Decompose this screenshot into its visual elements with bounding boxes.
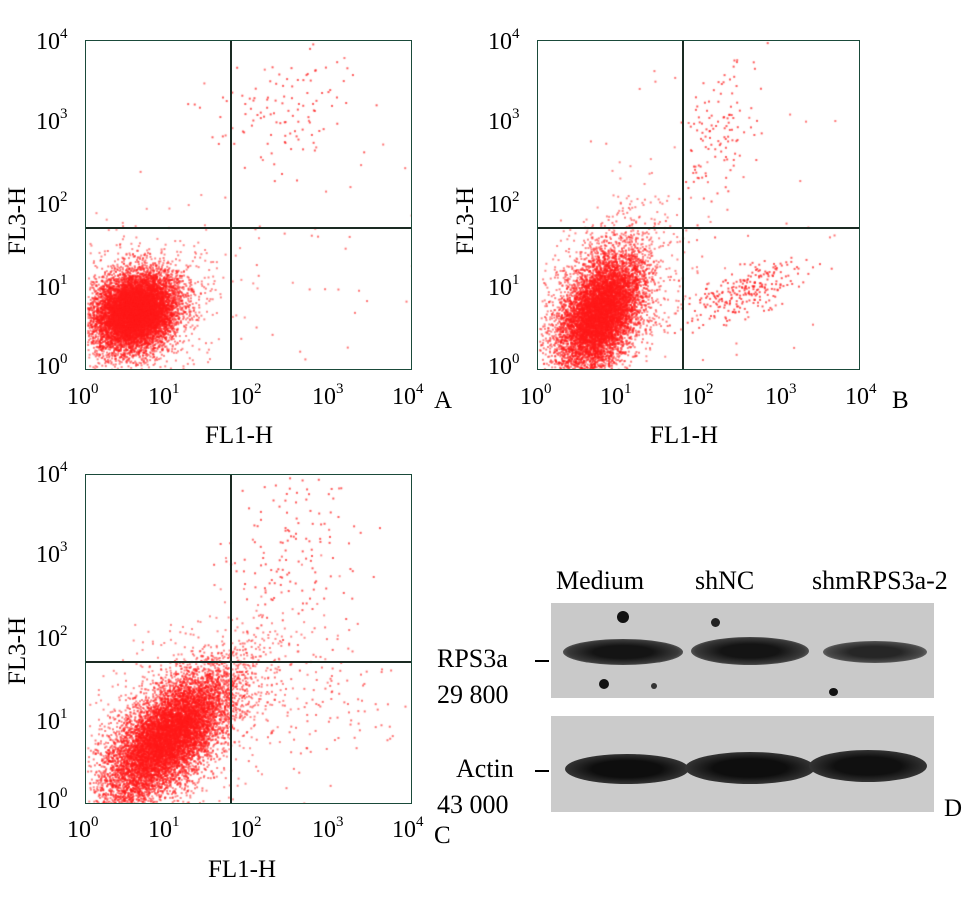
x-tick-c-0: 100 [67,814,99,843]
y-tick-b-1: 101 [488,272,520,301]
band-actin-shnc [685,752,815,784]
blot-strip-rps3a [551,603,934,698]
y-tick-a-4: 104 [36,26,68,55]
blot-strip-actin [551,716,934,812]
marker-dash-actin [535,770,549,772]
y-tick-c-2: 102 [36,623,68,652]
x-tick-c-3: 103 [312,814,344,843]
lane-label-medium: Medium [556,566,645,595]
x-tick-c-4: 104 [392,814,424,843]
x-tick-a-4: 104 [392,381,424,410]
scatter-plot-c [85,474,412,804]
quadrant-vline-a [230,41,232,369]
band-rps3a-shnc [691,637,809,665]
panel-letter-b: B [892,387,909,414]
y-tick-a-3: 103 [36,106,68,135]
blot-speck [599,679,609,689]
y-axis-label-a: FL3-H [4,186,31,255]
quadrant-vline-b [682,41,684,369]
scatter-plot-a [85,40,412,370]
x-tick-b-0: 100 [520,381,552,410]
lane-label-shnc: shNC [695,566,755,595]
x-tick-b-2: 102 [682,381,714,410]
y-tick-b-2: 102 [488,189,520,218]
x-tick-c-1: 101 [148,814,180,843]
panel-letter-a: A [434,387,453,414]
y-tick-a-2: 102 [36,189,68,218]
x-axis-label-a: FL1-H [205,422,274,449]
scatter-points-c [86,475,411,803]
band-actin-medium [565,754,689,784]
x-tick-a-3: 103 [312,381,344,410]
y-tick-c-1: 101 [36,706,68,735]
marker-name-actin: Actin [456,754,514,783]
band-actin-shmrps3a-2 [809,750,927,782]
scatter-plot-b [537,40,860,370]
lane-label-shmrps3a-2: shmRPS3a-2 [812,566,948,595]
x-tick-a-2: 102 [230,381,262,410]
quadrant-hline-a [86,227,411,229]
quadrant-hline-c [86,661,411,663]
x-tick-a-1: 101 [148,381,180,410]
y-tick-b-0: 100 [488,351,520,380]
y-tick-b-3: 103 [488,106,520,135]
x-axis-label-b: FL1-H [650,422,719,449]
y-tick-a-0: 100 [36,351,68,380]
y-axis-label-b: FL3-H [452,186,479,255]
quadrant-vline-c [230,475,232,803]
y-axis-label-c: FL3-H [4,616,31,685]
scatter-points-b [538,41,859,369]
y-tick-c-0: 100 [36,785,68,814]
panel-letter-d: D [944,795,963,822]
y-tick-c-4: 104 [36,459,68,488]
x-tick-b-1: 101 [600,381,632,410]
x-tick-b-3: 103 [765,381,797,410]
marker-dash-rps3a [535,660,549,662]
x-tick-a-0: 100 [67,381,99,410]
scatter-points-a [86,41,411,369]
band-rps3a-shmrps3a-2 [823,641,927,663]
blot-speck [711,618,720,627]
y-tick-b-4: 104 [488,26,520,55]
blot-speck [617,611,629,623]
x-tick-c-2: 102 [230,814,262,843]
quadrant-hline-b [538,227,859,229]
marker-name-rps3a: RPS3a [437,644,508,673]
band-rps3a-medium [563,639,683,665]
y-tick-a-1: 101 [36,272,68,301]
x-axis-label-c: FL1-H [208,856,277,883]
blot-speck [651,683,657,689]
y-tick-c-3: 103 [36,539,68,568]
panel-letter-c: C [434,822,451,849]
blot-speck [829,688,838,696]
x-tick-b-4: 104 [845,381,877,410]
marker-size-rps3a: 29 800 [437,680,509,709]
marker-size-actin: 43 000 [437,790,509,819]
